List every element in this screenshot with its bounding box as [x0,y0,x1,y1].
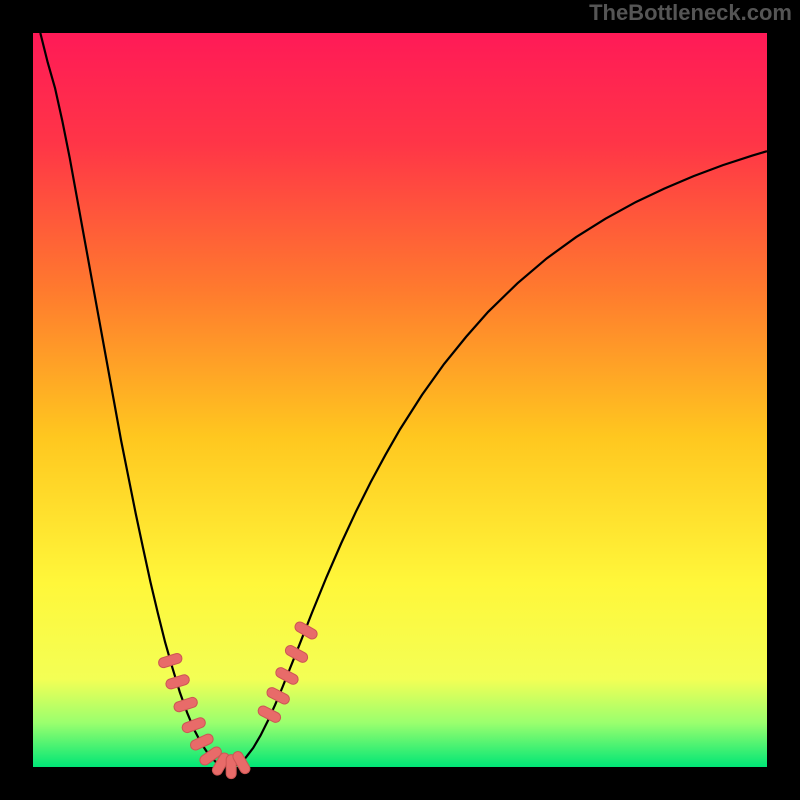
plot-background [33,33,767,767]
bottleneck-chart [0,0,800,800]
